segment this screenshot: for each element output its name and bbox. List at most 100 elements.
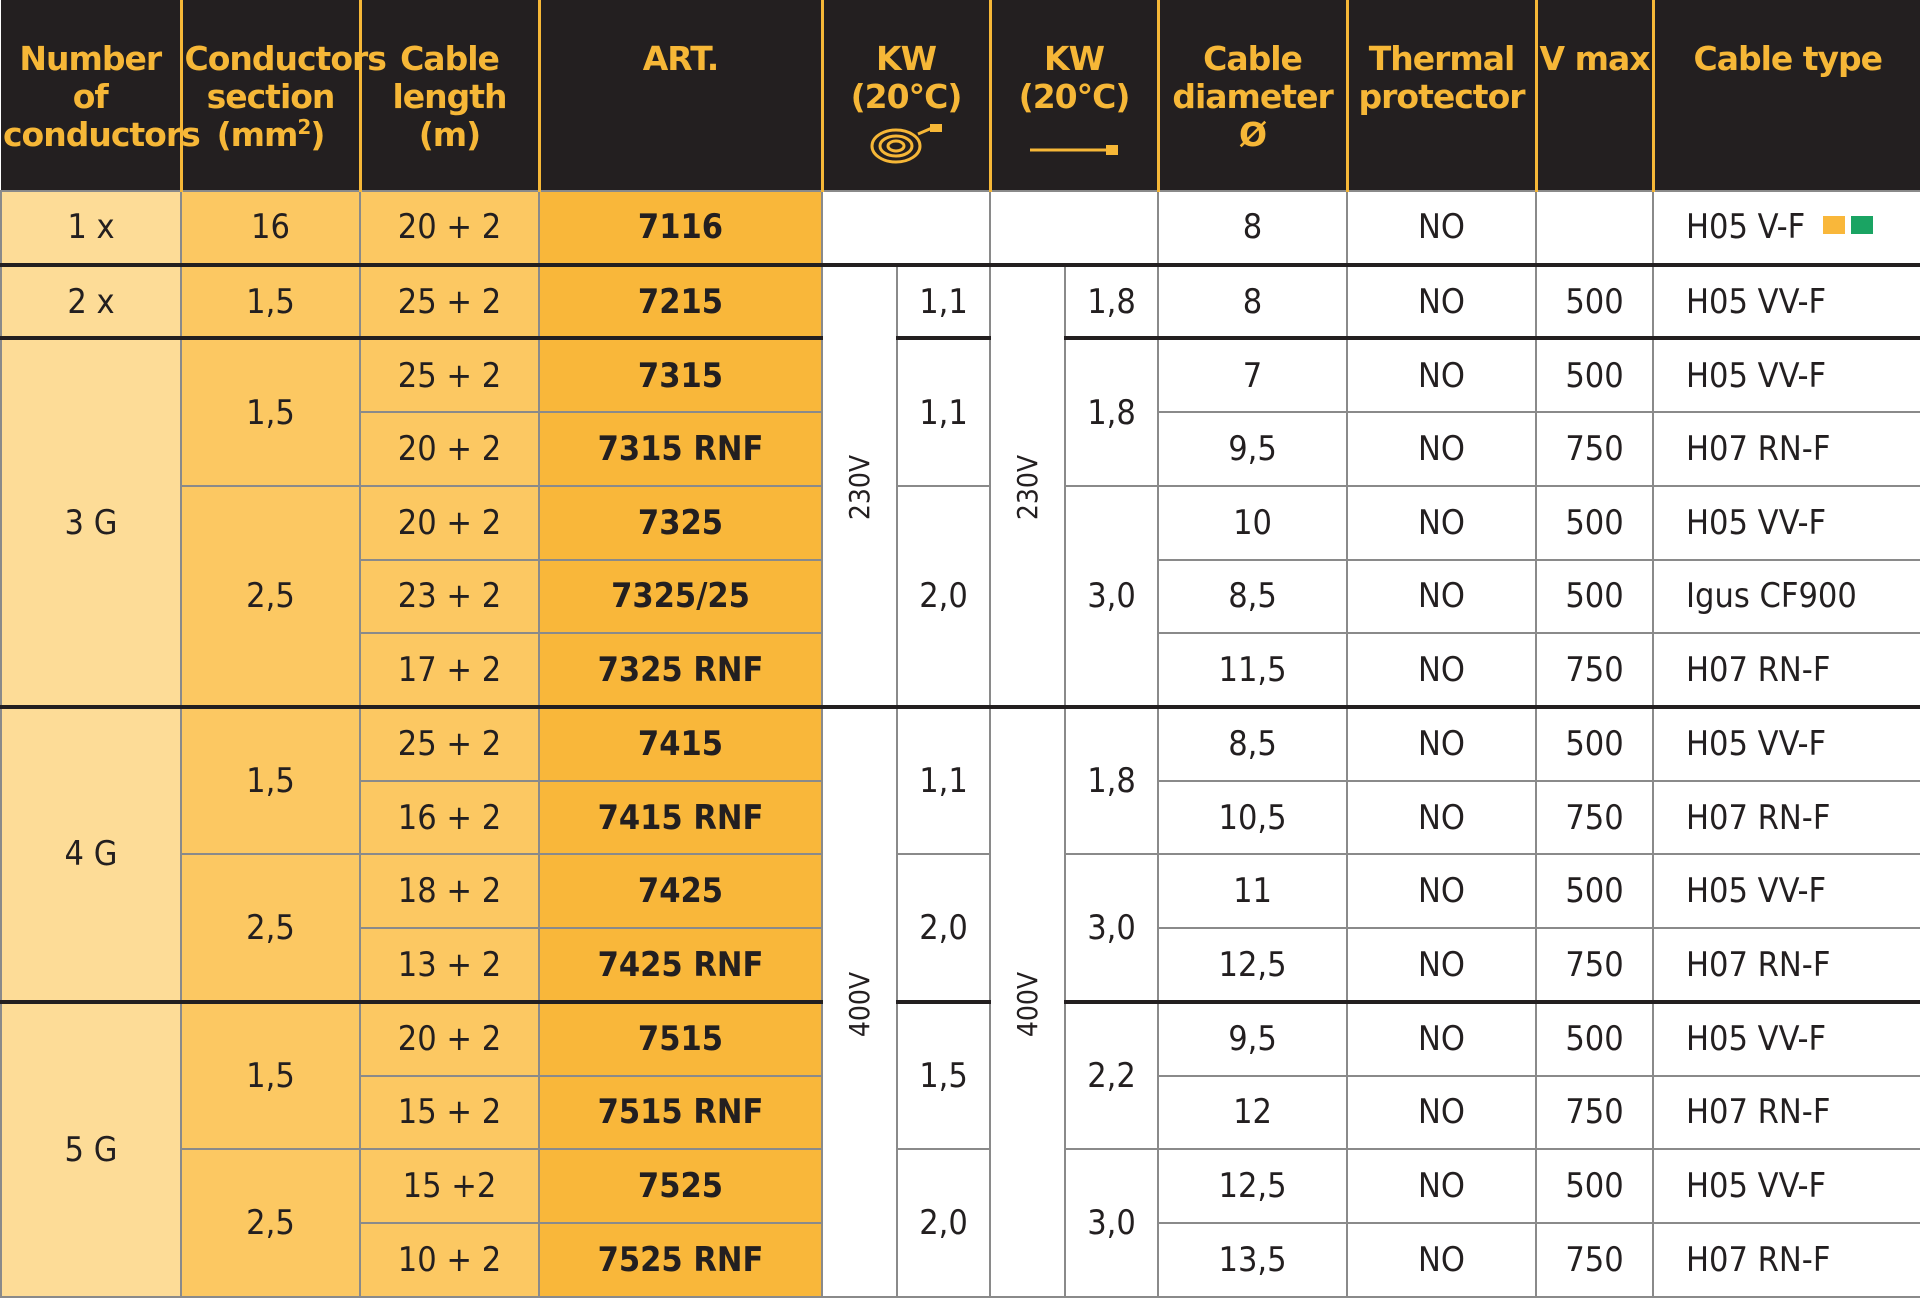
cell-vmax: 500 xyxy=(1535,262,1655,340)
cell-conductors: 3 G xyxy=(0,336,182,709)
cell-art: 7415 RNF xyxy=(538,779,823,856)
cell-type-text: H05 V-F xyxy=(1686,207,1806,248)
cell-diameter: 9,5 xyxy=(1157,999,1349,1077)
cell-kw-coiled: 1,1 xyxy=(895,705,992,856)
table-row: 15 + 2 7515 RNF 12 NO 750 H07 RN-F xyxy=(1,1074,1920,1151)
table-row: 20 + 2 7315 RNF 9,5 NO 750 H07 RN-F xyxy=(1,411,1920,487)
cell-thermal: NO xyxy=(1346,1074,1538,1151)
cell-length: 15 +2 xyxy=(359,1148,540,1225)
cell-vmax: 500 xyxy=(1535,336,1655,414)
cell-vmax: 500 xyxy=(1535,999,1655,1077)
cell-diameter: 10,5 xyxy=(1157,779,1349,856)
cell-section: 2,5 xyxy=(180,1148,361,1298)
cell-art: 7325 xyxy=(538,484,823,561)
cell-vmax: 750 xyxy=(1535,411,1655,487)
cell-section: 1,5 xyxy=(180,999,361,1151)
cell-section: 2,5 xyxy=(180,484,361,709)
voltage-230-coiled-label: 230V xyxy=(842,454,876,521)
voltage-230-coiled: 230V xyxy=(821,262,898,709)
header-vmax: V max xyxy=(1534,0,1654,191)
cell-kw-coiled: 2,0 xyxy=(895,1148,992,1298)
green-swatch-icon xyxy=(1851,216,1874,235)
cell-kw-uncoiled: 2,2 xyxy=(1064,999,1160,1151)
voltage-400-coiled: 400V xyxy=(821,705,898,1298)
cell-length: 16 + 2 xyxy=(359,779,540,856)
header-length: Cable length (m) xyxy=(358,0,539,191)
cell-vmax: 500 xyxy=(1535,484,1655,561)
cell-vmax xyxy=(1535,190,1655,266)
cell-art: 7425 RNF xyxy=(538,927,823,1003)
cell-diameter: 8,5 xyxy=(1157,705,1349,782)
cell-vmax: 500 xyxy=(1535,705,1655,782)
table-row: 2,5 15 +2 7525 2,0 3,0 12,5 NO 500 H05 V… xyxy=(1,1148,1920,1298)
cell-type: H05 VV-F xyxy=(1652,262,1920,340)
cell-art: 7215 xyxy=(538,262,823,340)
cell-length: 15 + 2 xyxy=(359,1074,540,1151)
cell-thermal: NO xyxy=(1346,262,1538,340)
cell-length: 10 + 2 xyxy=(359,1222,540,1298)
cell-kw-coiled: 2,0 xyxy=(895,853,992,1003)
table-row: 17 + 2 7325 RNF 11,5 NO 750 H07 RN-F xyxy=(1,632,1920,709)
cell-kw-coiled: 1,1 xyxy=(895,336,992,487)
cell-section: 1,5 xyxy=(180,262,361,340)
table-row: 13 + 2 7425 RNF 12,5 NO 750 H07 RN-F xyxy=(1,927,1920,1003)
cell-type: H05 VV-F xyxy=(1652,484,1920,561)
cell-section: 1,5 xyxy=(180,705,361,856)
cell-conductors: 5 G xyxy=(0,999,182,1298)
cell-diameter: 11,5 xyxy=(1157,632,1349,709)
cell-type: H07 RN-F xyxy=(1652,779,1920,856)
header-kw-coiled-text: KW (20°C) xyxy=(850,39,963,116)
cell-length: 23 + 2 xyxy=(359,558,540,635)
cell-type: H07 RN-F xyxy=(1652,1074,1920,1151)
cell-type: H05 VV-F xyxy=(1652,336,1920,414)
header-type: Cable type xyxy=(1651,0,1920,191)
cell-kw-uncoiled: 3,0 xyxy=(1064,484,1160,709)
voltage-400-uncoiled-label: 400V xyxy=(1011,971,1045,1037)
cell-type: Igus CF900 xyxy=(1652,558,1920,635)
cell-length: 18 + 2 xyxy=(359,853,540,930)
cell-length: 20 + 2 xyxy=(359,190,540,266)
table-row: 23 + 2 7325/25 8,5 NO 500 Igus CF900 xyxy=(1,558,1920,635)
cell-art: 7515 RNF xyxy=(538,1074,823,1151)
cell-vmax: 750 xyxy=(1535,1074,1655,1151)
cell-thermal: NO xyxy=(1346,632,1538,709)
cell-type: H07 RN-F xyxy=(1652,1222,1920,1298)
header-conductors: Number of conductors xyxy=(1,0,201,191)
cell-art: 7325 RNF xyxy=(538,632,823,709)
table-row: 16 + 2 7415 RNF 10,5 NO 750 H07 RN-F xyxy=(1,779,1920,856)
voltage-400-coiled-label: 400V xyxy=(842,971,876,1037)
cell-length: 13 + 2 xyxy=(359,927,540,1003)
straight-cable-icon xyxy=(1030,145,1119,155)
cell-diameter: 13,5 xyxy=(1157,1222,1349,1298)
orange-swatch-icon xyxy=(1823,216,1846,235)
table-row: 3 G 1,5 25 + 2 7315 1,1 1,8 7 NO 500 H05… xyxy=(0,336,1920,709)
cell-diameter: 12 xyxy=(1157,1074,1349,1151)
cell-kw-uncoiled: 3,0 xyxy=(1064,1148,1160,1298)
cell-type: H07 RN-F xyxy=(1652,632,1920,709)
cell-length: 20 + 2 xyxy=(359,411,540,487)
cell-length: 20 + 2 xyxy=(359,484,540,561)
cell-vmax: 500 xyxy=(1535,558,1655,635)
cell-type: H05 VV-F xyxy=(1652,1148,1920,1225)
header-section-sup: 2 xyxy=(297,115,311,139)
header-section-text: Conductors section (mm xyxy=(184,39,387,154)
header-thermal: Thermal protector xyxy=(1345,0,1537,191)
cell-thermal: NO xyxy=(1346,999,1538,1077)
cell-conductors: 2 x xyxy=(0,262,182,340)
cell-vmax: 750 xyxy=(1535,927,1655,1003)
cell-length: 17 + 2 xyxy=(359,632,540,709)
cell-diameter: 12,5 xyxy=(1157,1148,1349,1225)
cell-length: 25 + 2 xyxy=(359,705,540,782)
cell-type: H05 VV-F xyxy=(1652,999,1920,1077)
cell-kw-uncoiled: 1,8 xyxy=(1064,336,1160,487)
table-row: 4 G 1,5 25 + 2 7415 400V 1,1 400V 1,8 8,… xyxy=(0,705,1920,1298)
cell-section: 1,5 xyxy=(180,336,361,487)
header-art: ART. xyxy=(537,0,822,191)
cell-art: 7315 xyxy=(538,336,823,414)
header-kw-uncoiled: KW (20°C) xyxy=(988,0,1159,191)
voltage-400-uncoiled: 400V xyxy=(989,705,1067,1298)
table-row: 2 x 1,5 25 + 2 7215 230V 1,1 230V 1,8 8 … xyxy=(0,262,1920,709)
cell-type: H05 VV-F xyxy=(1652,853,1920,930)
cell-length: 25 + 2 xyxy=(359,262,540,340)
cell-thermal: NO xyxy=(1346,1148,1538,1225)
